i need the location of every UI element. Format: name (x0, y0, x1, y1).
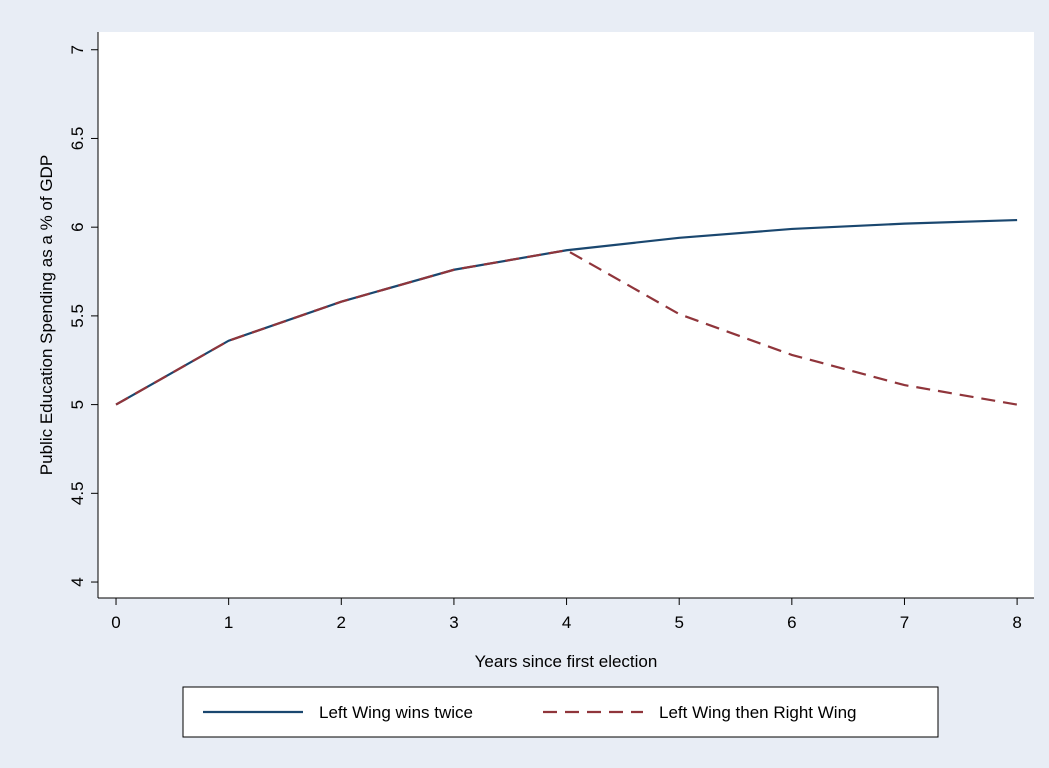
y-tick-label: 5.5 (68, 304, 87, 328)
y-tick-label: 4 (68, 577, 87, 586)
x-tick-label: 5 (674, 613, 683, 632)
series-line (115, 218, 1018, 406)
legend-label: Left Wing wins twice (319, 703, 473, 722)
x-tick-label: 8 (1012, 613, 1021, 632)
x-tick-label: 7 (900, 613, 909, 632)
y-tick-label: 6.5 (68, 127, 87, 151)
x-tick-label: 3 (449, 613, 458, 632)
plot-area (98, 32, 1034, 598)
x-tick-label: 0 (111, 613, 120, 632)
x-tick-label: 4 (562, 613, 571, 632)
y-tick-label: 6 (68, 222, 87, 231)
legend (182, 686, 939, 738)
x-tick-label: 2 (337, 613, 346, 632)
x-axis-title: Years since first election (475, 652, 658, 671)
legend-label: Left Wing then Right Wing (659, 703, 856, 722)
y-tick-label: 7 (68, 45, 87, 54)
y-tick-label: 4.5 (68, 481, 87, 505)
x-tick-label: 6 (787, 613, 796, 632)
y-axis-title: Public Education Spending as a % of GDP (37, 155, 56, 475)
y-tick-label: 5 (68, 400, 87, 409)
x-tick-label: 1 (224, 613, 233, 632)
